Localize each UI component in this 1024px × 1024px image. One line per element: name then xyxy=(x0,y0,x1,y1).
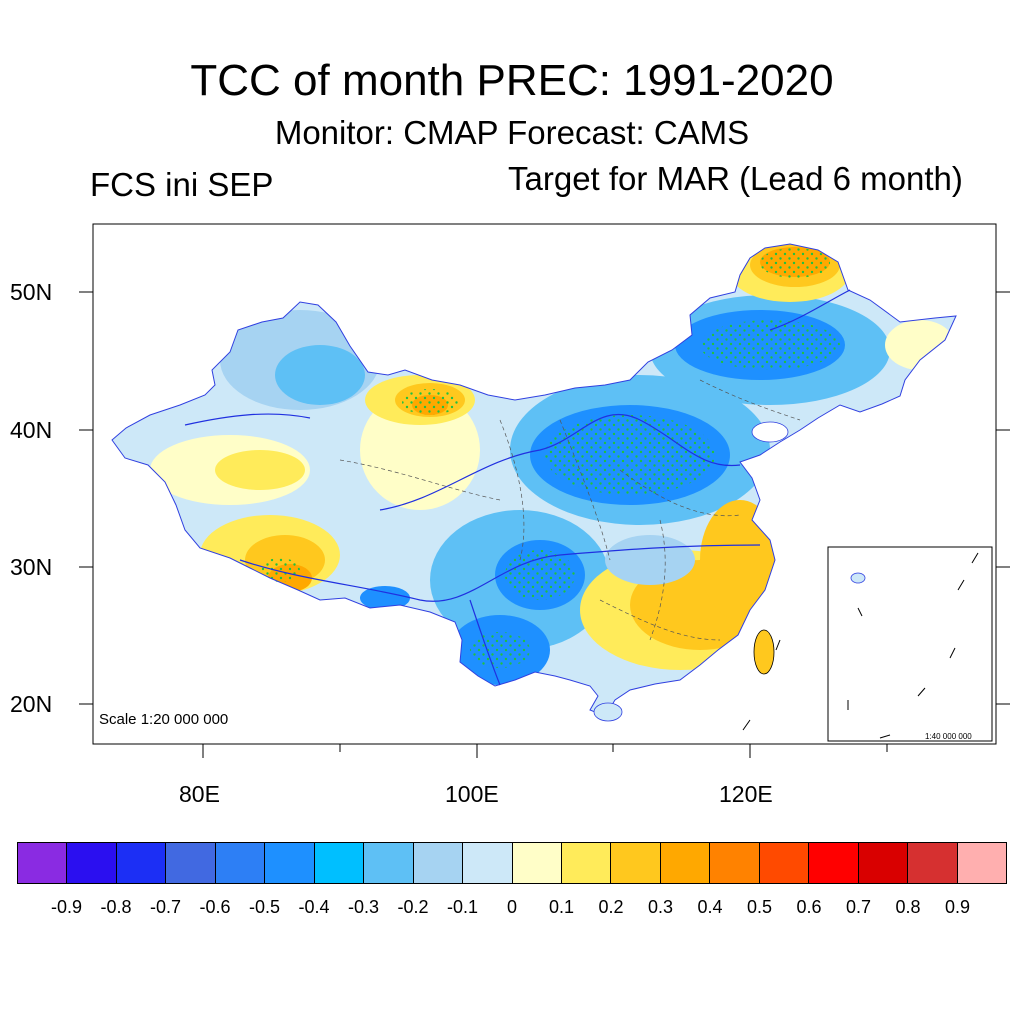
colorbar-label: -0.2 xyxy=(397,897,429,917)
lon-label: 120E xyxy=(719,781,773,807)
colorbar-swatch xyxy=(215,843,266,883)
colorbar-label: -0.1 xyxy=(446,897,479,917)
inset-scale-note: 1:40 000 000 xyxy=(925,732,972,741)
lat-label: 30N xyxy=(10,554,53,580)
colorbar-swatch xyxy=(413,843,464,883)
colorbar-swatch xyxy=(364,843,414,883)
colorbar-label: 0.6 xyxy=(796,897,822,917)
colorbar-label: -0.5 xyxy=(248,897,281,917)
colorbar-swatch xyxy=(116,843,167,883)
colorbar-swatch xyxy=(957,843,1007,883)
rivers xyxy=(184,289,851,686)
colorbar-label: -0.9 xyxy=(50,897,83,917)
significance-stipple xyxy=(260,248,840,668)
inset-hainan xyxy=(850,572,866,584)
colorbar-swatch xyxy=(710,843,760,883)
colorbar-swatch xyxy=(611,843,661,883)
inset-dash-line xyxy=(742,552,979,739)
colorbar xyxy=(17,842,1007,884)
page-title: TCC of month PREC: 1991-2020 xyxy=(190,56,834,105)
hainan-island xyxy=(593,702,623,722)
colorbar-swatch xyxy=(463,843,513,883)
colorbar-swatch xyxy=(809,843,859,883)
right-label: Target for MAR (Lead 6 month) xyxy=(508,160,963,197)
colorbar-swatch xyxy=(759,843,810,883)
colorbar-swatch xyxy=(908,843,958,883)
colorbar-label: 0.3 xyxy=(647,897,674,917)
colorbar-swatch xyxy=(166,843,216,883)
colorbar-label: 0.1 xyxy=(548,897,575,917)
colorbar-labels: -0.9 -0.8 -0.7 -0.6 -0.5 -0.4 -0.3 -0.2 -0.1 0 0.1… xyxy=(0,897,1024,921)
colorbar-label: 0 xyxy=(506,897,518,917)
colorbar-swatch xyxy=(512,843,562,883)
colorbar-label: 0.7 xyxy=(845,897,872,917)
lat-label: 40N xyxy=(10,417,53,443)
axis-ticks xyxy=(79,291,1010,758)
colorbar-label: 0.4 xyxy=(697,897,723,917)
colorbar-label: 0.9 xyxy=(944,897,971,917)
colorbar-swatch xyxy=(660,843,711,883)
colorbar-label: 0.2 xyxy=(598,897,624,917)
colorbar-label: 0.8 xyxy=(895,897,921,917)
colorbar-swatch xyxy=(18,843,68,883)
lon-label: 80E xyxy=(179,781,220,807)
colorbar-label: -0.7 xyxy=(149,897,182,917)
colorbar-label: -0.4 xyxy=(298,897,330,917)
colorbar-swatch xyxy=(67,843,117,883)
scale-note: Scale 1:20 000 000 xyxy=(99,711,229,728)
colorbar-label: -0.8 xyxy=(100,897,132,917)
bohai-sea xyxy=(751,421,789,443)
subtitle: Monitor: CMAP Forecast: CAMS xyxy=(274,114,750,151)
colorbar-swatch xyxy=(561,843,612,883)
colorbar-label: -0.6 xyxy=(199,897,231,917)
lon-label: 100E xyxy=(445,781,499,807)
china-outline xyxy=(111,243,957,717)
lat-label: 20N xyxy=(10,691,53,717)
colorbar-swatch xyxy=(265,843,315,883)
left-label: FCS ini SEP xyxy=(90,166,274,203)
colorbar-swatch xyxy=(314,843,365,883)
colorbar-label: 0.5 xyxy=(746,897,773,917)
taiwan-island xyxy=(753,629,775,675)
province-boundaries xyxy=(339,379,801,641)
lat-label: 50N xyxy=(10,279,53,305)
colorbar-swatch xyxy=(858,843,909,883)
colorbar-label: -0.3 xyxy=(347,897,380,917)
